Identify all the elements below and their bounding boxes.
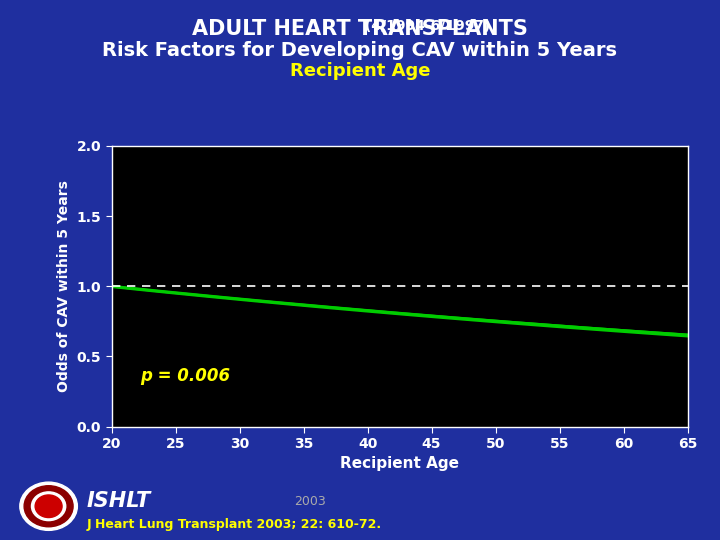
Circle shape	[24, 486, 73, 527]
Text: J Heart Lung Transplant 2003; 22: 610-72.: J Heart Lung Transplant 2003; 22: 610-72…	[86, 518, 382, 531]
Text: Risk Factors for Developing CAV within 5 Years: Risk Factors for Developing CAV within 5…	[102, 40, 618, 59]
Text: Recipient Age: Recipient Age	[340, 456, 459, 471]
Text: ISHLT: ISHLT	[86, 491, 150, 511]
Text: Recipient Age: Recipient Age	[289, 62, 431, 80]
Circle shape	[32, 492, 66, 521]
Circle shape	[20, 482, 77, 530]
Y-axis label: Odds of CAV within 5 Years: Odds of CAV within 5 Years	[57, 180, 71, 392]
Circle shape	[35, 495, 62, 517]
Text: ADULT HEART TRANSPLANTS: ADULT HEART TRANSPLANTS	[192, 19, 528, 39]
Text: (4/1994-6/1997): (4/1994-6/1997)	[360, 19, 490, 33]
Text: 2003: 2003	[294, 495, 325, 508]
Text: p = 0.006: p = 0.006	[140, 367, 230, 385]
